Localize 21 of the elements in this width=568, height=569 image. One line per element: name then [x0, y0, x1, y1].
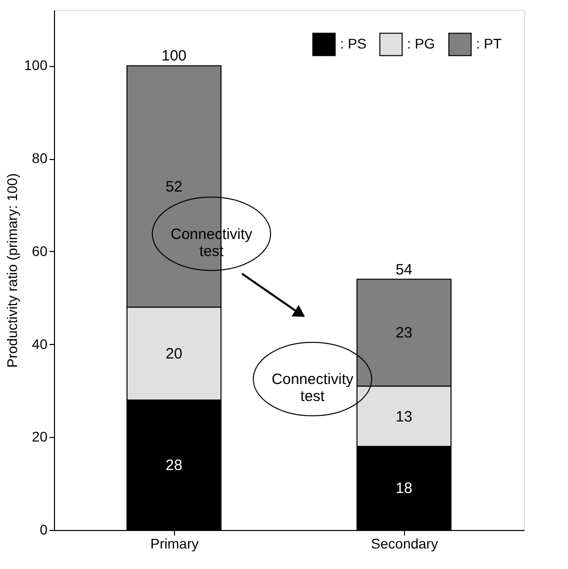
y-tick-label: 0	[40, 522, 48, 538]
x-tick-label: Primary	[150, 536, 199, 552]
total-label: 100	[161, 48, 187, 65]
data-label: 28	[166, 457, 182, 474]
x-tick-label: Secondary	[371, 536, 438, 552]
y-tick-label: 60	[32, 242, 48, 259]
data-label: 20	[166, 346, 182, 363]
legend-label: : PG	[407, 35, 436, 52]
legend-label: : PS	[340, 35, 366, 52]
total-label: 54	[396, 261, 412, 278]
y-tick-label: 100	[24, 57, 48, 74]
legend-label: : PT	[476, 35, 502, 52]
data-label: 13	[396, 408, 412, 426]
y-tick-label: 20	[32, 428, 48, 445]
annotation: Connectivity test	[272, 371, 354, 406]
y-tick-label: 80	[32, 150, 48, 166]
data-label: 52	[166, 178, 182, 196]
y-tick-label: 40	[32, 336, 48, 352]
data-label: 18	[396, 480, 412, 498]
data-label: 23	[396, 324, 412, 342]
y-axis-title: Productivity ratio (primary: 100)	[4, 173, 20, 368]
